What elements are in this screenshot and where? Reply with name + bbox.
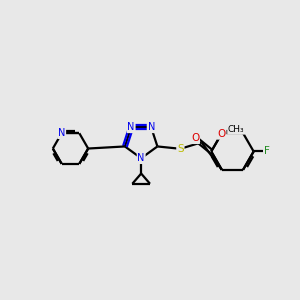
Text: N: N (58, 128, 65, 138)
Text: N: N (137, 153, 145, 163)
Text: CH₃: CH₃ (228, 125, 244, 134)
Text: S: S (177, 144, 184, 154)
Text: O: O (191, 133, 199, 143)
Text: N: N (148, 122, 155, 132)
Text: F: F (264, 146, 270, 157)
Text: O: O (218, 129, 226, 139)
Text: N: N (128, 122, 135, 132)
